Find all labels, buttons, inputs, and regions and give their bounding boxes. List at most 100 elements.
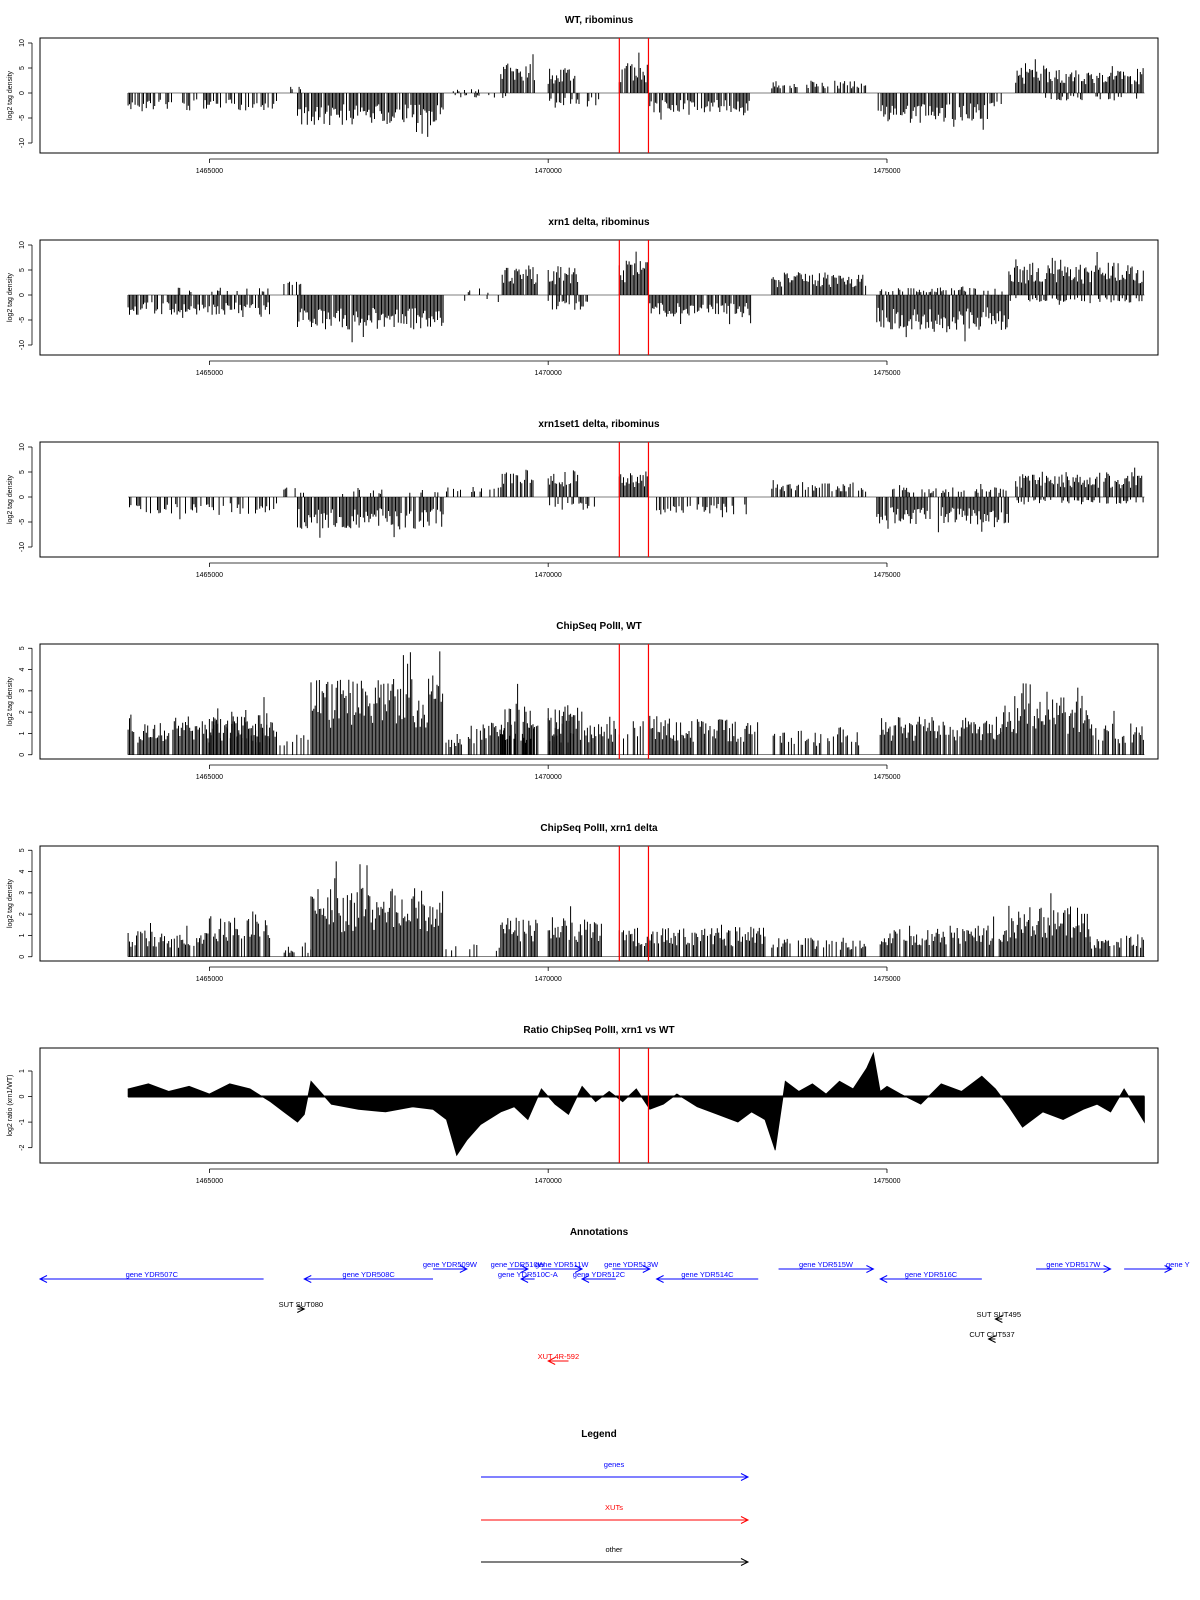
annotation-label: gene YDR516C bbox=[905, 1270, 958, 1279]
x-tick-label: 1465000 bbox=[196, 774, 223, 781]
panel-title: Ratio ChipSeq PolII, xrn1 vs WT bbox=[523, 1025, 674, 1036]
y-tick-label: -10 bbox=[19, 542, 26, 552]
track-panel-6: Ratio ChipSeq PolII, xrn1 vs WT -2 -1 0 1 log… bbox=[7, 1025, 1159, 1185]
signal-segment bbox=[177, 287, 269, 295]
signal-segment bbox=[290, 86, 301, 93]
panel-title: xrn1set1 delta, ribominus bbox=[538, 419, 660, 430]
y-tick-label: 5 bbox=[19, 470, 26, 474]
y-tick-label: -10 bbox=[19, 340, 26, 350]
signal-segment bbox=[547, 295, 588, 310]
x-tick-label: 1475000 bbox=[873, 774, 900, 781]
signal-segment bbox=[445, 725, 478, 755]
annotation-label: gene YDR507C bbox=[126, 1270, 179, 1279]
annotation-feature: gene Y bbox=[1124, 1260, 1190, 1273]
signal-segment bbox=[208, 911, 271, 957]
signal-segment bbox=[127, 93, 277, 112]
x-tick-label: 1465000 bbox=[196, 168, 223, 175]
signal-segment bbox=[618, 52, 648, 93]
annotations-panel: Annotations gene YDR507C gene YDR508C gene … bbox=[38, 1227, 1190, 1365]
signal-segment bbox=[879, 286, 1003, 295]
x-tick-label: 1475000 bbox=[873, 976, 900, 983]
x-tick-label: 1475000 bbox=[873, 572, 900, 579]
signal-segment bbox=[127, 714, 277, 755]
y-axis-title: log2 tag density bbox=[7, 474, 14, 524]
signal-segment bbox=[283, 487, 304, 497]
signal-segment bbox=[876, 295, 1009, 342]
signal-segment bbox=[454, 93, 507, 98]
annotation-feature: gene YDR509W bbox=[423, 1260, 478, 1273]
annotation-feature: gene YDR516C bbox=[879, 1270, 982, 1283]
signal-segment bbox=[1089, 934, 1144, 957]
annotation-label: gene YDR513W bbox=[604, 1260, 659, 1269]
annotation-label: gene YDR508C bbox=[342, 1270, 395, 1279]
signal-segment bbox=[1001, 683, 1090, 755]
signal-segment bbox=[656, 497, 747, 518]
y-tick-label: 0 bbox=[19, 91, 26, 95]
y-axis-title: log2 tag density bbox=[7, 70, 14, 120]
plot-frame bbox=[39, 441, 1159, 558]
annotation-label: CUT CUT537 bbox=[969, 1330, 1014, 1339]
y-tick-label: 1 bbox=[19, 1069, 26, 1073]
signal-segment bbox=[445, 944, 500, 957]
y-tick-label: 0 bbox=[19, 955, 26, 959]
plot-frame bbox=[39, 1047, 1159, 1164]
signal-segment bbox=[464, 295, 499, 302]
annotation-feature: gene YDR508C bbox=[303, 1270, 433, 1283]
x-tick-label: 1470000 bbox=[535, 572, 562, 579]
y-tick-label: -1 bbox=[19, 1119, 26, 1125]
signal-segment bbox=[547, 707, 616, 755]
annotations-title: Annotations bbox=[570, 1227, 629, 1238]
y-tick-label: 3 bbox=[19, 689, 26, 693]
panel-title: xrn1 delta, ribominus bbox=[548, 217, 650, 228]
y-axis-title: log2 tag density bbox=[7, 878, 14, 928]
signal-segment bbox=[283, 942, 312, 957]
annotation-label: gene Y bbox=[1166, 1260, 1190, 1269]
signal-segment bbox=[501, 265, 538, 295]
signal-segment bbox=[1008, 893, 1091, 957]
legend-panel: Legend genes XUTs other bbox=[481, 1429, 750, 1566]
x-tick-label: 1475000 bbox=[873, 1178, 900, 1185]
annotation-feature: gene YDR512C bbox=[573, 1270, 626, 1283]
y-tick-label: 0 bbox=[19, 753, 26, 757]
signal-segment bbox=[547, 266, 579, 295]
y-tick-label: -2 bbox=[19, 1144, 26, 1150]
y-tick-label: -5 bbox=[19, 317, 26, 323]
annotation-label: gene YDR510W bbox=[491, 1260, 546, 1269]
y-tick-label: 4 bbox=[19, 668, 26, 672]
x-tick-label: 1465000 bbox=[196, 1178, 223, 1185]
plot-frame bbox=[39, 845, 1159, 962]
signal-segment bbox=[989, 93, 1002, 107]
annotation-feature: gene YDR513W bbox=[604, 1260, 659, 1273]
signal-segment bbox=[772, 727, 860, 755]
plot-frame bbox=[39, 37, 1159, 154]
y-axis-title: log2 tag density bbox=[7, 676, 14, 726]
annotation-feature: gene YDR511W bbox=[535, 1260, 589, 1273]
y-tick-label: -5 bbox=[19, 115, 26, 121]
y-tick-label: 2 bbox=[19, 912, 26, 916]
signal-segment bbox=[467, 288, 489, 295]
signal-segment bbox=[771, 80, 867, 93]
panel-title: ChipSeq PolII, xrn1 delta bbox=[540, 823, 658, 834]
y-tick-label: -5 bbox=[19, 519, 26, 525]
signal-segment bbox=[879, 716, 1003, 755]
signal-segment bbox=[342, 488, 439, 497]
signal-segment bbox=[618, 924, 766, 957]
annotation-feature: gene YDR510W bbox=[491, 1260, 546, 1273]
signal-segment bbox=[649, 295, 752, 325]
signal-segment bbox=[1045, 93, 1138, 101]
legend-item: XUTs bbox=[481, 1503, 750, 1524]
signal-segment bbox=[549, 497, 595, 510]
y-tick-label: 1 bbox=[19, 933, 26, 937]
track-panel-4: ChipSeq PolII, WT 0 1 2 3 4 5 log2 tag density 1… bbox=[7, 621, 1159, 781]
x-tick-label: 1465000 bbox=[196, 976, 223, 983]
annotation-label: gene YDR509W bbox=[423, 1260, 478, 1269]
track-panel-5: ChipSeq PolII, xrn1 delta 0 1 2 3 4 5 log2 tag … bbox=[7, 823, 1159, 983]
y-tick-label: -10 bbox=[19, 138, 26, 148]
signal-segment bbox=[547, 470, 579, 497]
x-tick-label: 1475000 bbox=[873, 370, 900, 377]
x-tick-label: 1470000 bbox=[535, 976, 562, 983]
annotation-feature: XUT 4R-592 bbox=[538, 1352, 579, 1365]
signal-segment bbox=[452, 89, 479, 93]
signal-segment bbox=[310, 651, 444, 755]
signal-segment bbox=[771, 937, 867, 957]
